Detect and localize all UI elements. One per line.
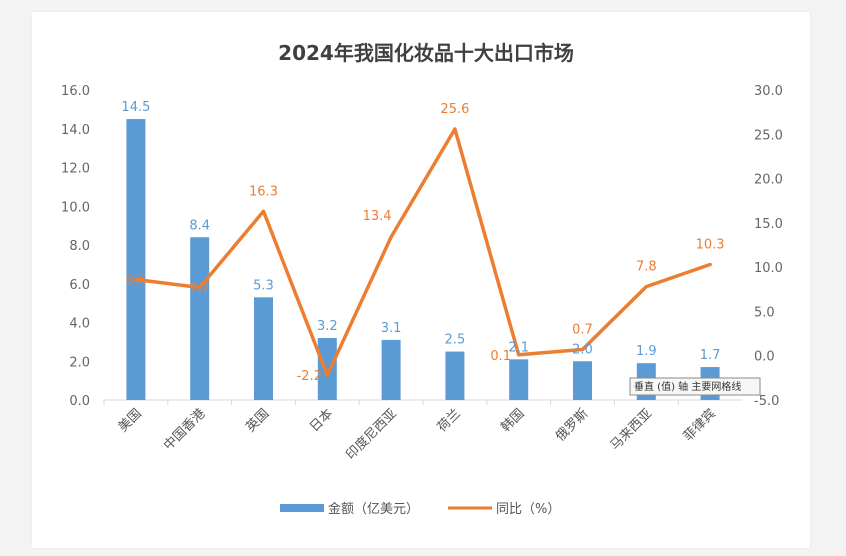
right-axis-tick-label: 30.0 xyxy=(754,84,783,99)
series-line-yoy xyxy=(134,127,712,377)
chart-svg: 2024年我国化妆品十大出口市场 0.0 2.0 4.0 6.0 8.0 10.0 12.0… xyxy=(61,41,783,517)
line-point-10 xyxy=(708,262,712,266)
right-axis-tick-label: 5.0 xyxy=(754,305,775,320)
right-axis-tick-label: 0.0 xyxy=(754,350,775,365)
chart-card: 2024年我国化妆品十大出口市场 0.0 2.0 4.0 6.0 8.0 10.0 12.0… xyxy=(32,12,810,548)
x-axis-category-label: 美国 xyxy=(116,406,145,435)
line-data-label: 25.6 xyxy=(440,102,469,117)
line-data-label: 13.4 xyxy=(363,209,392,224)
x-axis-category-label: 韩国 xyxy=(499,406,528,435)
line-point-9 xyxy=(644,285,648,289)
line-point-7 xyxy=(517,353,521,357)
chart-title: 2024年我国化妆品十大出口市场 xyxy=(278,41,574,65)
bar-data-label: 2.5 xyxy=(445,333,466,348)
line-data-label: 8.6 xyxy=(126,274,147,289)
x-axis-category-label: 荷兰 xyxy=(435,406,464,435)
line-point-6 xyxy=(453,127,457,131)
line-point-4 xyxy=(325,373,329,377)
bar-data-label: 2.1 xyxy=(508,340,529,355)
line-data-label: 0.1 xyxy=(490,349,511,364)
line-point-1 xyxy=(134,278,138,282)
bar-data-label: 8.4 xyxy=(189,218,210,233)
legend: 金额（亿美元） 同比（%） xyxy=(280,501,560,517)
right-axis-tick-label: 25.0 xyxy=(754,128,783,143)
bar-6 xyxy=(445,351,465,400)
x-axis-category-label: 日本 xyxy=(307,406,336,435)
bar-data-label: 5.3 xyxy=(253,278,274,293)
axis-tooltip-text: 垂直 (值) 轴 主要网格线 xyxy=(634,380,741,393)
x-axis-category-label: 马来西亚 xyxy=(608,406,655,453)
legend-label-line: 同比（%） xyxy=(496,502,560,517)
bar-7 xyxy=(509,359,529,400)
line-point-8 xyxy=(581,348,584,352)
bars-group xyxy=(126,119,720,400)
right-axis-tick-label: 15.0 xyxy=(754,217,783,232)
axis-tooltip-box xyxy=(629,377,761,396)
left-axis-tick-label: 4.0 xyxy=(69,317,90,332)
axis-tooltip: 垂直 (值) 轴 主要网格线 xyxy=(629,377,761,396)
bar-data-label: 3.2 xyxy=(317,319,338,334)
bar-data-label: 2.0 xyxy=(572,342,593,357)
bar-data-label: 3.1 xyxy=(381,321,402,336)
legend-swatch-bar xyxy=(280,504,324,512)
left-axis-tick-label: 16.0 xyxy=(61,84,90,99)
line-data-label: 16.3 xyxy=(249,184,278,199)
right-axis-tick-label: 10.0 xyxy=(754,261,783,276)
bar-8 xyxy=(573,361,592,400)
line-data-label: 0.7 xyxy=(572,323,593,338)
line-group xyxy=(134,127,712,377)
line-data-label: 7.7 xyxy=(189,282,210,297)
legend-label-bar: 金额（亿美元） xyxy=(328,501,419,517)
line-data-label: 7.8 xyxy=(636,260,657,275)
x-axis-category-label: 俄罗斯 xyxy=(553,406,591,444)
left-axis-tick-label: 8.0 xyxy=(69,239,90,254)
x-axis-category-label: 中国香港 xyxy=(161,406,208,453)
x-axis-category-label: 英国 xyxy=(243,406,272,435)
left-axis-tick-label: 14.0 xyxy=(61,123,90,138)
bar-3 xyxy=(254,297,273,400)
labels-group: 14.5 8.4 5.3 3.2 3.1 2.5 2.1 2.0 1.9 1.7 8.6 7.7 16.… xyxy=(121,100,724,384)
bar-data-label: 1.9 xyxy=(636,344,657,359)
bar-1 xyxy=(126,119,146,400)
bar-2 xyxy=(190,237,210,400)
axes-group: 0.0 2.0 4.0 6.0 8.0 10.0 12.0 14.0 16.0 -5.0 0.0 5.… xyxy=(61,84,783,463)
left-axis-tick-label: 0.0 xyxy=(69,394,90,409)
left-axis-tick-label: 6.0 xyxy=(69,278,90,293)
line-point-5 xyxy=(389,235,393,239)
left-axis-tick-label: 12.0 xyxy=(61,162,90,177)
x-axis-category-label: 菲律宾 xyxy=(680,406,719,445)
bar-5 xyxy=(381,339,401,400)
line-data-label: 10.3 xyxy=(696,237,725,252)
bar-data-label: 14.5 xyxy=(121,100,150,115)
right-axis-tick-label: 20.0 xyxy=(754,173,783,188)
bar-4 xyxy=(317,338,337,400)
right-axis-tick-label: -5.0 xyxy=(754,394,779,409)
x-axis-category-label: 印度尼西亚 xyxy=(343,406,400,463)
line-point-3 xyxy=(262,209,265,213)
left-axis-tick-label: 2.0 xyxy=(69,355,90,370)
bar-data-label: 1.7 xyxy=(700,348,721,363)
line-data-label: -2.2 xyxy=(297,369,322,384)
left-axis-tick-label: 10.0 xyxy=(61,200,90,215)
line-point-2 xyxy=(198,286,202,290)
